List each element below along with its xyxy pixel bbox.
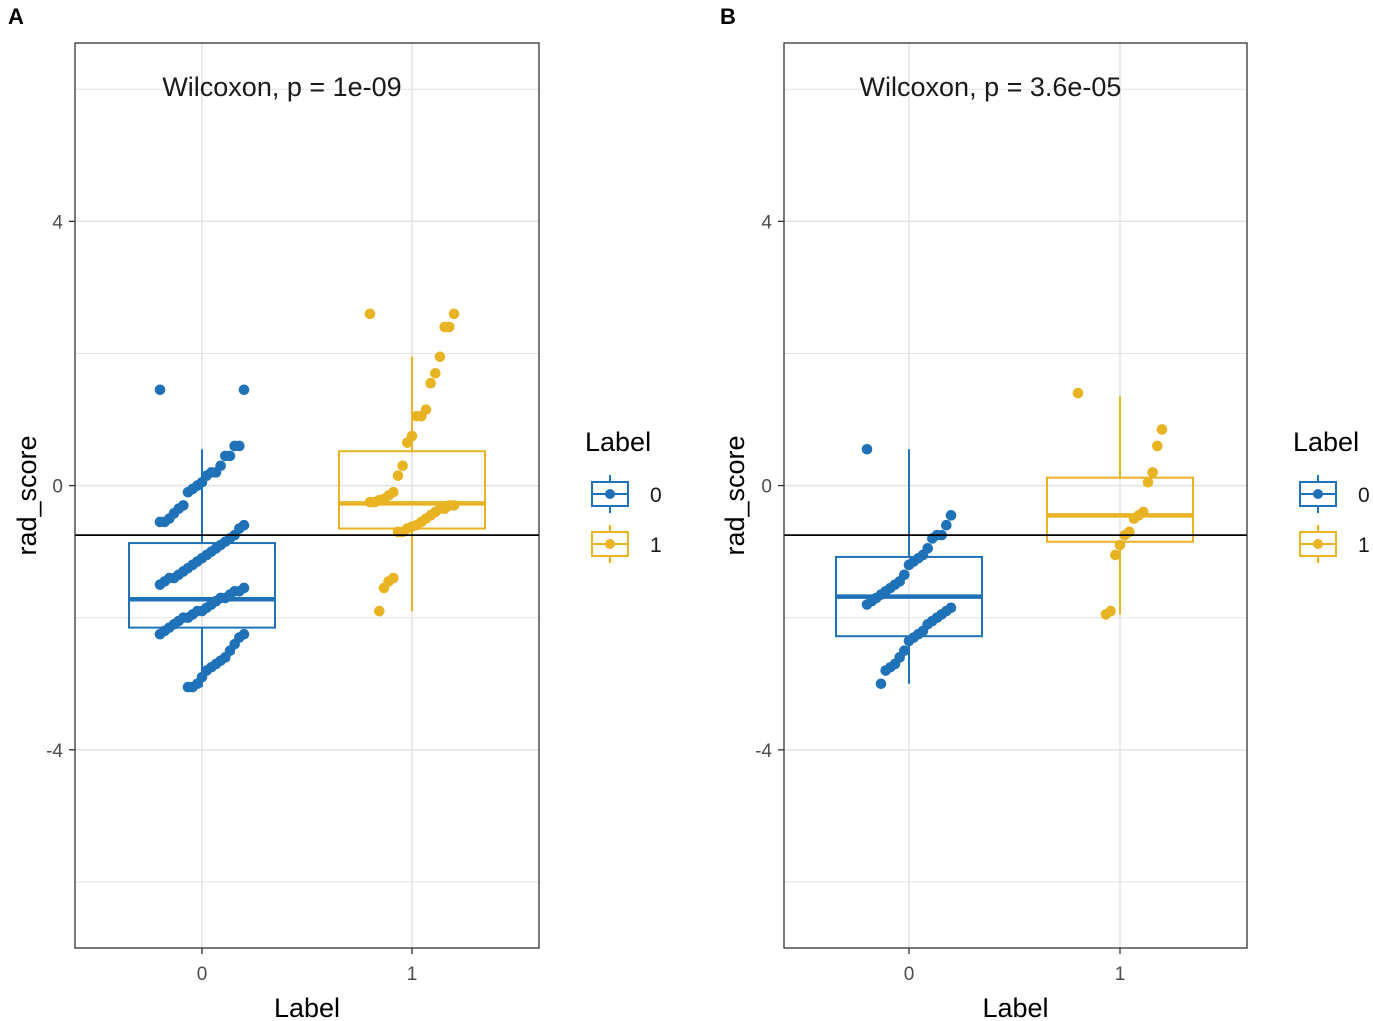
panel-a-legend-title: Label [585,427,651,457]
panel-a-point-1 [434,351,446,363]
panel-a-y-axis-title: rad_score [12,435,42,555]
panel-a-point-1 [364,308,376,320]
panel-b-point-0 [903,635,915,647]
panel-a-legend-key-0 [591,475,629,513]
panel-a-tag: A [8,4,24,29]
panel-b-legend: Label 0 1 [1293,427,1370,563]
panel-a-plot-frame [74,42,540,949]
panel-b-legend-key-0 [1299,475,1337,513]
panel-a-legend-key-point-0 [605,489,615,499]
panel-a-point-1 [425,377,436,389]
panel-b-wilcoxon-annotation: Wilcoxon, p = 3.6e-05 [860,72,1122,102]
panel-b-x-axis-title: Label [982,993,1048,1021]
panel-a-point-0 [154,384,166,396]
panel-b-plot-frame [783,42,1248,949]
panel-b-point-1 [1114,539,1126,551]
panel-a-point-1 [402,437,413,448]
panel-a-boxes [128,356,486,688]
panel-b-point-0 [861,443,873,455]
panel-a-box-0 [128,542,276,629]
panel-b-legend-key-point-0 [1313,489,1323,499]
panel-b-legend-key-1 [1299,525,1337,563]
panel-b-y-ticks: -4 0 4 [755,212,784,762]
panel-a-point-1 [397,460,408,472]
panel-a-legend: Label 0 1 [585,427,662,563]
panel-b-boxes [835,396,1194,684]
panel-a-point-0 [238,384,250,396]
panel-a-point-1 [364,496,376,508]
panel-a-point-1 [448,308,460,320]
panel-a-gridlines [75,43,539,948]
panel-b-y-tick-label: -4 [755,741,772,762]
panel-a-point-1 [392,470,404,481]
panel-b-point-1 [1142,476,1154,488]
panel-b-y-axis-title: rad_score [720,435,750,555]
panel-a-point-0 [229,440,240,452]
panel-a-points [154,308,460,693]
panel-b-point-0 [941,519,952,531]
panel-a-y-tick-label: 0 [52,477,63,498]
panel-b-tag: B [720,4,736,29]
panel-b-y-tick-label: 4 [761,212,772,233]
panel-b-legend-label-0: 0 [1358,484,1370,507]
panel-a-point-1 [430,367,441,379]
panel-b-point-1 [1072,387,1084,399]
panel-a-point-1 [378,582,390,594]
panel-a-x-tick-label: 0 [197,964,208,985]
panel-b-point-1 [1100,609,1112,620]
panel-a-y-ticks: -4 0 4 [46,212,75,762]
panel-a-point-0 [220,450,231,462]
panel-a-x-axis-title: Label [274,993,340,1021]
panel-b-point-0 [880,665,891,676]
panel-a-legend-label-0: 0 [650,484,662,507]
panel-a-point-0 [154,516,166,528]
panel-b-legend-title: Label [1293,427,1359,457]
panel-a-point-0 [182,486,194,498]
panel-b-y-tick-label: 0 [761,477,772,498]
panel-a-point-1 [439,321,450,333]
panel-a-x-tick-label: 1 [407,964,418,985]
panel-a-point-1 [411,410,422,422]
panel-b-x-tick-label: 0 [904,964,915,985]
panel-b-point-0 [875,678,887,690]
panel-b-points [861,387,1168,690]
panel-b-x-tick-label: 1 [1115,964,1126,985]
panel-b-point-1 [1152,440,1163,452]
panel-a-point-0 [182,681,194,693]
panel-b-point-1 [1128,513,1140,524]
panel-b-point-1 [1110,549,1121,561]
panel-b-point-1 [1156,424,1168,435]
panel-a-legend-key-1 [591,525,629,563]
panel-a-legend-key-point-1 [605,539,615,549]
panel-a-point-1 [374,605,385,617]
panel-b-legend-key-point-1 [1313,539,1323,549]
panel-b-gridlines [784,43,1247,948]
panel-a-legend-label-1: 1 [650,534,662,557]
panel-a-y-tick-label: 4 [52,212,63,233]
panel-a-wilcoxon-annotation: Wilcoxon, p = 1e-09 [162,72,401,102]
panel-b-point-0 [861,599,873,610]
panel-b-point-1 [1147,467,1158,478]
panel-b-point-0 [903,559,915,571]
panel-a-y-tick-label: -4 [46,741,63,762]
panel-a-point-0 [154,628,166,640]
panel-b-legend-label-1: 1 [1358,534,1370,557]
panel-a-point-0 [154,579,166,590]
panel-b-point-0 [945,510,957,521]
